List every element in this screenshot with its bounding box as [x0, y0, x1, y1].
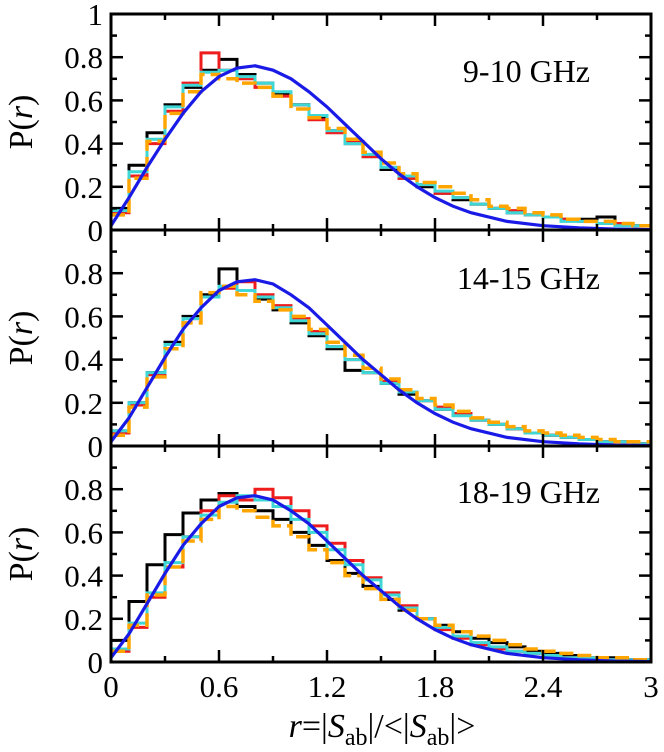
x-tick-label: 3 [643, 669, 659, 704]
series-theory [109, 494, 652, 664]
y-tick-label: 0.4 [64, 559, 103, 594]
y-tick-label: 0.8 [64, 40, 103, 75]
series-red [111, 280, 651, 446]
y-tick-label: 0.2 [64, 386, 103, 421]
series-orange [111, 504, 651, 662]
y-axis-label: P(r) [3, 311, 40, 366]
y-tick-label: 0 [88, 429, 104, 464]
series-orange [111, 284, 651, 444]
series-theory [109, 64, 652, 232]
series-orange [111, 72, 651, 228]
panel-annotation: 18-19 GHz [457, 474, 600, 510]
panel-2: 0 0.2 0.4 0.6 0.8 14-15 GHz P(r) [3, 228, 653, 464]
x-tick-label: 0 [103, 669, 119, 704]
y-tick-label: 0.2 [64, 602, 103, 637]
y-tick-label: 0.4 [64, 127, 103, 162]
x-axis-label: r=|Sab|/<|Sab|> [289, 708, 476, 751]
series-theory [109, 278, 652, 448]
panel-1: 0 0.2 0.4 0.6 0.8 1 9-10 GHz P(r) [3, 0, 653, 248]
y-tick-label: 0.6 [64, 83, 103, 118]
x-tick-label: 1.2 [308, 669, 347, 704]
series-cyan [111, 284, 651, 446]
y-tick-label: 0.8 [64, 256, 103, 291]
y-axis-label: P(r) [3, 527, 40, 582]
y-tick-label: 0.8 [64, 472, 103, 507]
y-tick-label: 0.6 [64, 299, 103, 334]
y-tick-label: 0.6 [64, 515, 103, 550]
y-tick-label: 0.4 [64, 343, 103, 378]
y-axis-label: P(r) [3, 95, 40, 150]
x-tick-label: 1.8 [416, 669, 455, 704]
x-tick-label: 2.4 [524, 669, 563, 704]
panel-annotation: 14-15 GHz [457, 260, 600, 296]
series-red [111, 487, 651, 662]
panel-annotation: 9-10 GHz [463, 53, 590, 89]
y-tick-label: 0 [88, 645, 104, 680]
y-tick-label: 0 [88, 213, 104, 248]
y-tick-label: 1 [88, 0, 104, 32]
x-tick-label: 0.6 [200, 669, 239, 704]
plot-frame [109, 12, 653, 232]
y-tick-label: 0.2 [64, 170, 103, 205]
